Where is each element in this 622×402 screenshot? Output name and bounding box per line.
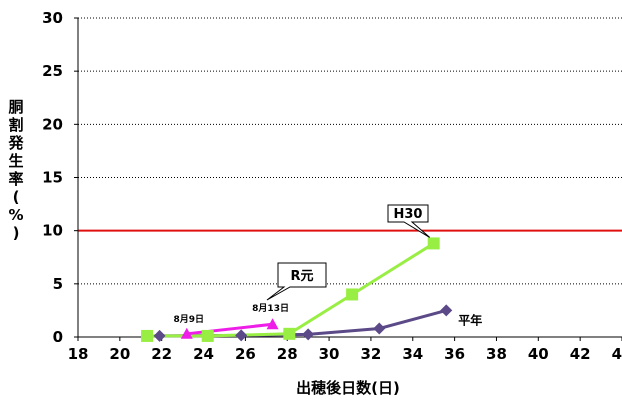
series-label: 平年 [458,312,482,327]
callout-box [266,262,327,301]
data-point [373,322,386,335]
data-point [427,237,440,250]
callout-label: H30 [394,207,423,222]
axes: 0 5 10 15 20 25 30 18 20 22 24 26 28 30 32 34 36 38 40 42 44… [7,9,622,397]
data-point [180,327,193,339]
data-point [235,329,248,342]
y-tick-label: 5 [53,275,63,293]
data-point [153,329,166,342]
x-tick-label: 40 [528,345,549,363]
x-axis-title: 出穂後日数(日) [296,379,400,397]
x-tick-label: 30 [319,345,340,363]
x-tick-label: 42 [570,345,591,363]
annotation-label: 8月13日 [252,303,289,314]
x-tick-label: 24 [193,345,214,363]
x-tick-label: 18 [68,345,89,363]
y-tick-label: 25 [42,62,63,80]
data-point [283,327,296,340]
marker-layer [141,237,453,342]
annotation-label: 8月9日 [174,314,205,325]
data-point [266,318,279,330]
x-tick-label: 20 [109,345,130,363]
x-tick-label: 32 [360,345,381,363]
x-tick-label: 44 [612,345,622,363]
callout-label: R元 [290,269,313,284]
data-point [141,329,154,342]
y-tick-label: 30 [42,9,63,27]
x-tick-label: 22 [151,345,172,363]
grid-lines [78,17,622,285]
y-tick-label: 10 [42,222,63,240]
data-point [346,288,359,301]
series-line [186,322,273,336]
y-tick-label: 20 [42,115,63,133]
data-point [302,328,315,341]
data-point [201,329,214,342]
callout-box [387,204,431,238]
y-tick-label: 15 [42,169,63,187]
y-axis-title: 胴割発生率(%) [7,98,24,242]
y-tick-label: 0 [53,328,63,346]
x-tick-label: 28 [277,345,298,363]
data-point [440,304,453,317]
x-tick-label: 38 [486,345,507,363]
x-tick-label: 26 [235,345,256,363]
label-layer: 平年 H30 R元 8月9日 8月13日 [174,204,482,327]
x-tick-label: 34 [402,345,423,363]
x-tick-label: 36 [444,345,465,363]
